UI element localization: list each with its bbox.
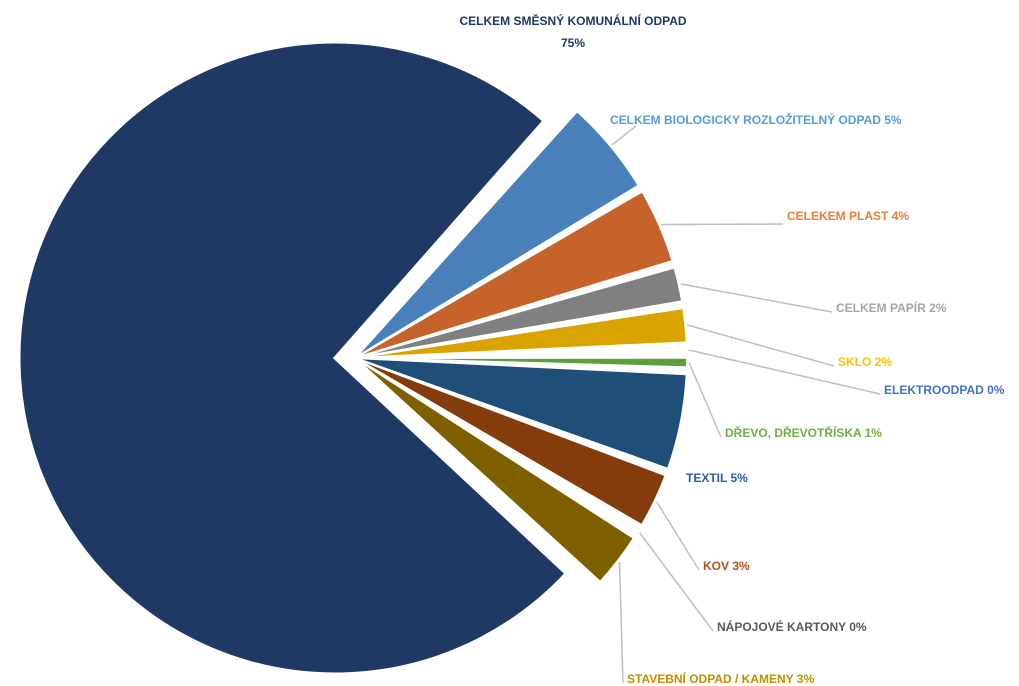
leader-line-6 xyxy=(688,362,722,438)
pie-slice-2 xyxy=(354,190,674,359)
label-sklo: SKLO 2% xyxy=(838,355,892,369)
label-komunalni-odpad: CELKEM SMĚSNÝ KOMUNÁLNÍ ODPAD xyxy=(459,13,686,28)
pie-slice-10 xyxy=(354,357,636,584)
pie-slice-7 xyxy=(354,357,688,471)
leader-line-8 xyxy=(655,501,700,571)
pie-slice-6 xyxy=(354,356,689,369)
leader-line-9 xyxy=(639,532,714,632)
label-komunalni-odpad-value: 75% xyxy=(561,36,585,50)
label-kov: KOV 3% xyxy=(703,559,750,573)
pie-slice-3 xyxy=(354,266,684,359)
leader-line-5 xyxy=(688,349,881,395)
leader-line-3 xyxy=(680,283,833,313)
label-bio-odpad: CELKEM BIOLOGICKY ROZLOŽITELNÝ ODPAD 5% xyxy=(610,112,902,127)
leader-line-4 xyxy=(687,324,835,367)
label-textil: TEXTIL 5% xyxy=(686,471,748,485)
pie-slice-5 xyxy=(354,348,688,359)
pie-slice-4 xyxy=(354,306,688,359)
pie-slice-1 xyxy=(354,109,641,359)
leader-line-1 xyxy=(611,125,637,146)
label-elektroodpad: ELEKTROODPAD 0% xyxy=(884,383,1005,397)
pie-slice-8 xyxy=(354,357,667,527)
label-stavebni-odpad: STAVEBNÍ ODPAD / KAMENY 3% xyxy=(627,671,814,686)
slice-labels: CELKEM SMĚSNÝ KOMUNÁLNÍ ODPAD 75% CELKEM… xyxy=(459,13,1004,686)
label-napojove-kartony: NÁPOJOVÉ KARTONY 0% xyxy=(717,619,867,634)
label-drevo: DŘEVO, DŘEVOTŘÍSKA 1% xyxy=(725,425,882,440)
label-plast: CELEKEM PLAST 4% xyxy=(787,209,909,223)
leader-lines xyxy=(611,125,881,684)
pie-slice-0 xyxy=(17,40,569,676)
leader-line-10 xyxy=(618,561,624,684)
pie-slice-9 xyxy=(354,357,640,534)
pie-slices xyxy=(17,40,689,676)
label-papir: CELKEM PAPÍR 2% xyxy=(836,300,947,315)
